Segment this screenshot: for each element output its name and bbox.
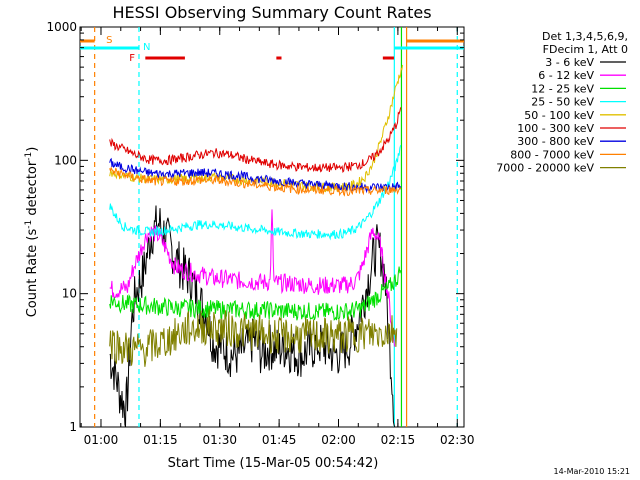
legend-header-line1: Det 1,3,4,5,6,9, (542, 30, 628, 43)
timestamp: 14-Mar-2010 15:21 (554, 467, 631, 476)
x-tick-label: 02:15 (381, 433, 416, 447)
y-axis-label: Count Rate (s-1 detector-1) (24, 147, 40, 318)
legend-entry-label: 300 - 800 keV (517, 135, 594, 148)
x-tick-label: 02:00 (321, 433, 356, 447)
flag-label-f: F (129, 53, 135, 64)
plot-frame (79, 26, 465, 428)
axes: 01:00 01:15 01:30 01:45 02:00 02:15 02:30 1 10 10… (46, 20, 474, 447)
y-tick-label: 1000 (46, 20, 77, 34)
legend-entry-label: 7000 - 20000 keV (496, 162, 594, 175)
series-line-0 (109, 205, 396, 428)
status-bars: S NF (80, 35, 464, 64)
legend-entry-label: 25 - 50 keV (531, 96, 594, 109)
legend-header-line2: FDecim 1, Att 0 (543, 43, 628, 56)
y-tick-label: 10 (62, 287, 77, 301)
y-tick-label: 1 (69, 420, 77, 434)
legend-entry-label: 3 - 6 keV (545, 56, 594, 69)
flag-label-s: S (106, 35, 112, 46)
legend: Det 1,3,4,5,6,9,FDecim 1, Att 03 - 6 keV… (496, 30, 628, 175)
series-line-3 (109, 144, 402, 241)
legend-entry-label: 6 - 12 keV (538, 69, 594, 82)
x-tick-label: 01:00 (84, 433, 119, 447)
x-tick-label: 02:30 (440, 433, 475, 447)
series-line-2 (109, 266, 402, 321)
legend-entry-label: 50 - 100 keV (524, 109, 594, 122)
x-tick-label: 01:15 (143, 433, 178, 447)
chart-title: HESSI Observing Summary Count Rates (112, 3, 431, 22)
x-tick-label: 01:30 (202, 433, 237, 447)
series-line-5 (109, 107, 402, 174)
flag-label-n: N (143, 42, 150, 53)
x-axis-label: Start Time (15-Mar-05 00:54:42) (168, 456, 379, 471)
data-series (109, 64, 404, 428)
x-tick-label: 01:45 (262, 433, 297, 447)
y-tick-label: 100 (54, 153, 77, 167)
legend-entry-label: 12 - 25 keV (531, 82, 594, 95)
vertical-markers (94, 27, 458, 427)
legend-entry-label: 800 - 7000 keV (510, 148, 594, 161)
series-line-8 (109, 309, 398, 367)
series-line-7 (109, 166, 402, 197)
legend-entry-label: 100 - 300 keV (517, 122, 594, 135)
series-line-1 (109, 209, 396, 347)
